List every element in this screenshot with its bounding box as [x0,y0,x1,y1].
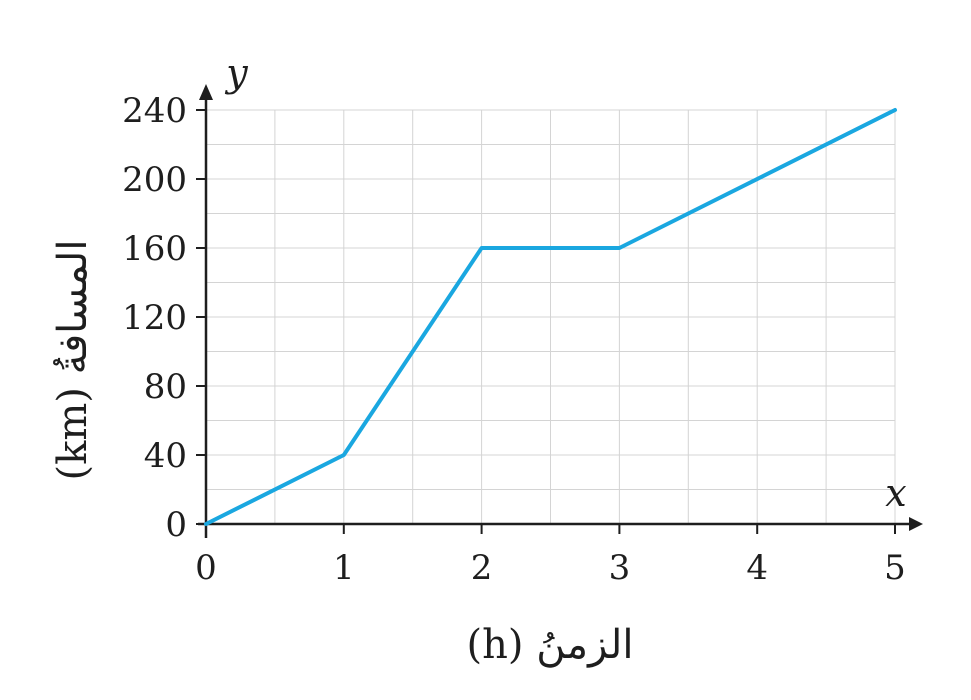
x-tick-label: 5 [884,548,906,588]
x-tick-label: 1 [333,548,355,588]
y-tick-label: 240 [122,91,187,131]
x-tick-labels: 0 1 2 3 4 5 [195,548,906,588]
x-axis-title: الزمنُ (h) [467,622,634,668]
y-tick-label: 120 [122,298,187,338]
y-tick-label: 200 [122,160,187,200]
y-tick-label: 0 [165,505,187,545]
series-line-1 [204,108,897,526]
series-group [204,108,897,526]
x-axis-arrowhead [909,517,923,531]
y-axis-arrowhead [199,84,213,100]
x-tick-label: 0 [195,548,217,588]
tick-marks [196,109,896,534]
y-axis-symbol: y [224,51,248,95]
y-tick-label: 160 [122,229,187,269]
x-tick-label: 3 [609,548,631,588]
x-tick-label: 4 [746,548,768,588]
x-tick-label: 2 [471,548,493,588]
y-tick-label: 80 [144,367,187,407]
y-axis-title: المسافةُ (km) [50,240,96,481]
grid [206,109,896,524]
x-axis-symbol: x [885,471,906,515]
y-tick-labels: 0 40 80 120 160 200 240 [122,91,187,545]
y-tick-label: 40 [144,436,187,476]
